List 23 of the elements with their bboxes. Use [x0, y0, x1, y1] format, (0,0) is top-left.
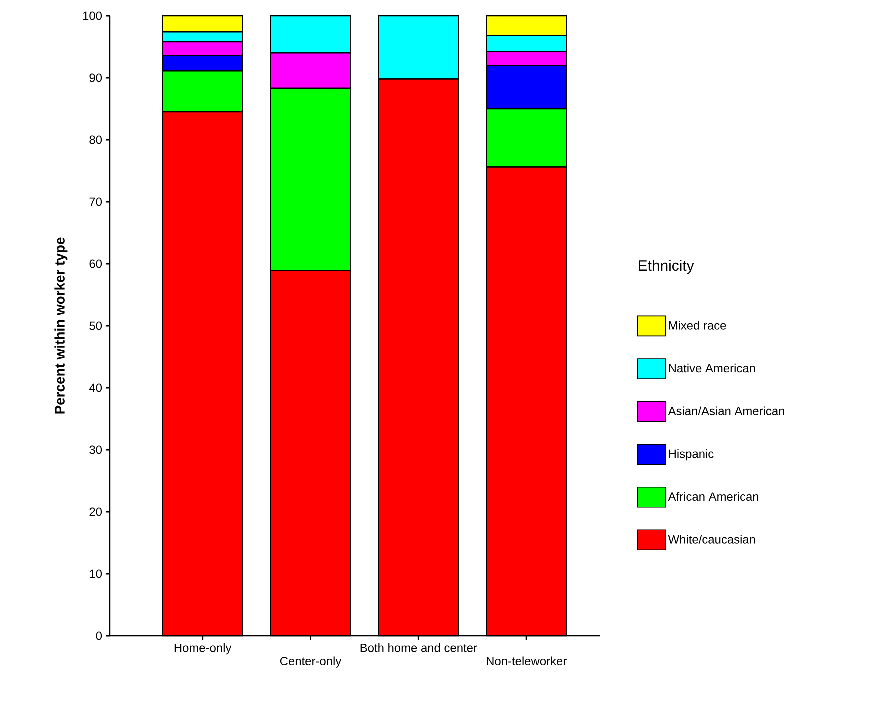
legend-label: Asian/Asian American [668, 406, 784, 416]
x-tick-label: Both home and center [360, 644, 478, 652]
legend-label: African American [668, 492, 759, 502]
y-tick-label: 30 [90, 446, 102, 454]
y-tick-label: 0 [96, 632, 102, 640]
legend-label: Mixed race [669, 321, 726, 330]
legend-label: Hispanic [669, 449, 714, 461]
y-tick-label: 20 [90, 508, 102, 516]
y-tick-label: 100 [83, 12, 102, 20]
x-tick-label: Non-teleworker [487, 656, 567, 666]
y-tick-label: 70 [90, 198, 102, 206]
y-tick-label: 10 [90, 570, 102, 578]
y-tick-label: 60 [90, 260, 102, 268]
y-tick-label: 40 [89, 384, 102, 392]
y-axis-title: Percent within worker type [54, 238, 68, 414]
legend-label: Native American [669, 364, 756, 373]
x-tick-label: Center-only [280, 656, 342, 668]
y-tick-label: 80 [90, 136, 102, 144]
y-tick-label: 90 [90, 74, 102, 82]
x-tick-label: Home-only [174, 644, 232, 655]
y-tick-label: 50 [90, 322, 102, 330]
legend-title: Ethnicity [639, 260, 694, 274]
legend-label: White/caucasian [668, 535, 756, 544]
